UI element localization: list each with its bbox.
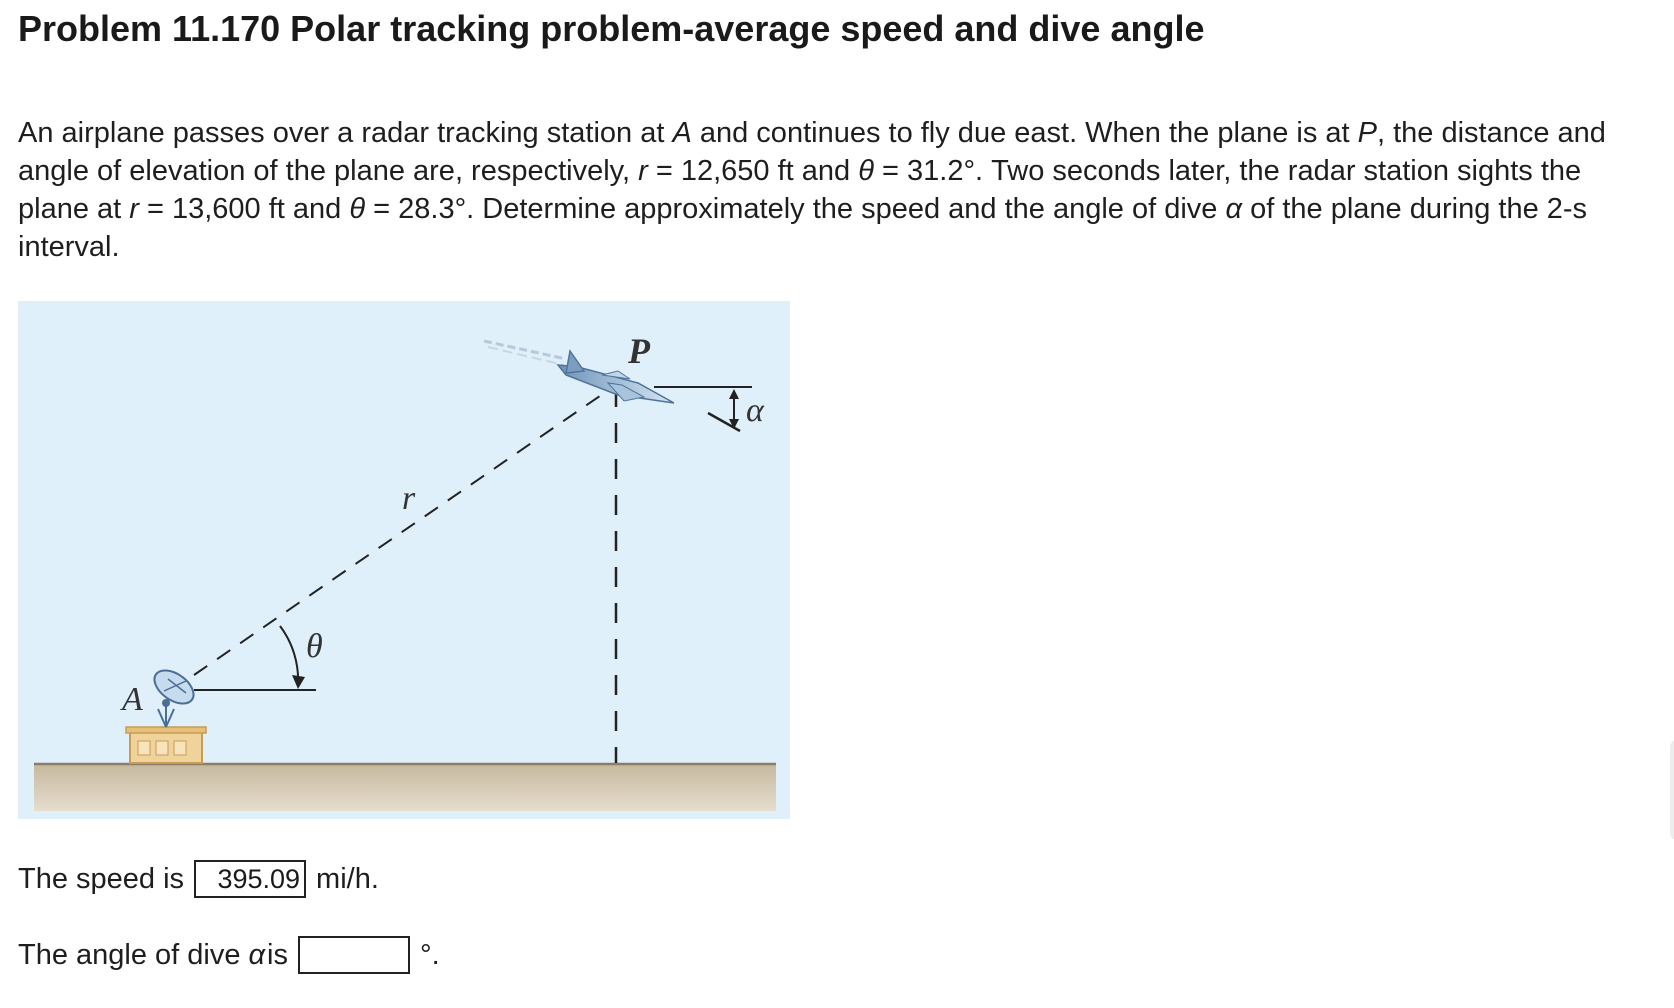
label-theta: θ bbox=[306, 628, 323, 665]
problem-statement: An airplane passes over a radar tracking… bbox=[18, 114, 1648, 266]
speed-answer-row: The speed is 395.09 mi/h. bbox=[18, 860, 379, 898]
dive-label: The angle of dive bbox=[18, 938, 241, 971]
statement-text: , the distance and angle of elevation of… bbox=[18, 117, 1606, 187]
var-p: P bbox=[1357, 117, 1377, 149]
dive-answer-row: The angle of dive α is °. bbox=[18, 936, 440, 974]
alpha-arrowhead-top bbox=[729, 389, 739, 399]
var-a: A bbox=[672, 117, 692, 149]
speed-unit: mi/h. bbox=[316, 862, 379, 895]
problem-title: Problem 11.170 Polar tracking problem-av… bbox=[18, 8, 1205, 49]
dive-angle-input[interactable] bbox=[297, 936, 410, 974]
var-r: r bbox=[638, 155, 648, 187]
label-alpha: α bbox=[746, 392, 765, 429]
var-theta: θ bbox=[858, 155, 874, 187]
label-r: r bbox=[402, 480, 416, 517]
statement-text: = 12,650 ft and bbox=[647, 155, 859, 187]
statement-text: and continues to fly due east. When the … bbox=[691, 117, 1358, 149]
radar-diagram: A r θ P α bbox=[34, 331, 776, 811]
label-a: A bbox=[120, 681, 143, 718]
speed-input[interactable]: 395.09 bbox=[194, 860, 307, 898]
scroll-edge bbox=[1670, 740, 1674, 840]
statement-text: of the plane during the 2-s interval. bbox=[18, 193, 1588, 263]
dive-label-mid: is bbox=[267, 938, 288, 971]
var-alpha: α bbox=[1225, 193, 1243, 225]
label-p: P bbox=[627, 331, 651, 371]
line-of-sight-r bbox=[193, 388, 611, 676]
ground bbox=[34, 763, 776, 811]
statement-text: An airplane passes over a radar tracking… bbox=[18, 117, 673, 149]
theta-arrowhead bbox=[292, 675, 305, 689]
flight-path-line bbox=[707, 411, 741, 433]
radar-station bbox=[125, 703, 207, 764]
statement-text: = 28.3°. Determine approximately the spe… bbox=[365, 193, 1226, 225]
statement-text: = 13,600 ft and bbox=[138, 193, 350, 225]
var-r: r bbox=[129, 193, 139, 225]
var-theta: θ bbox=[349, 193, 366, 225]
radar-dish-icon bbox=[153, 669, 195, 707]
dive-unit: °. bbox=[419, 938, 440, 971]
var-alpha: α bbox=[248, 938, 266, 971]
statement-text: = 31.2°. Two seconds later, the radar st… bbox=[18, 155, 1582, 225]
alpha-arrowhead-bottom bbox=[729, 419, 739, 429]
speed-label: The speed is bbox=[18, 862, 185, 895]
problem-figure: A r θ P α bbox=[18, 301, 790, 819]
airplane-icon bbox=[483, 339, 675, 404]
